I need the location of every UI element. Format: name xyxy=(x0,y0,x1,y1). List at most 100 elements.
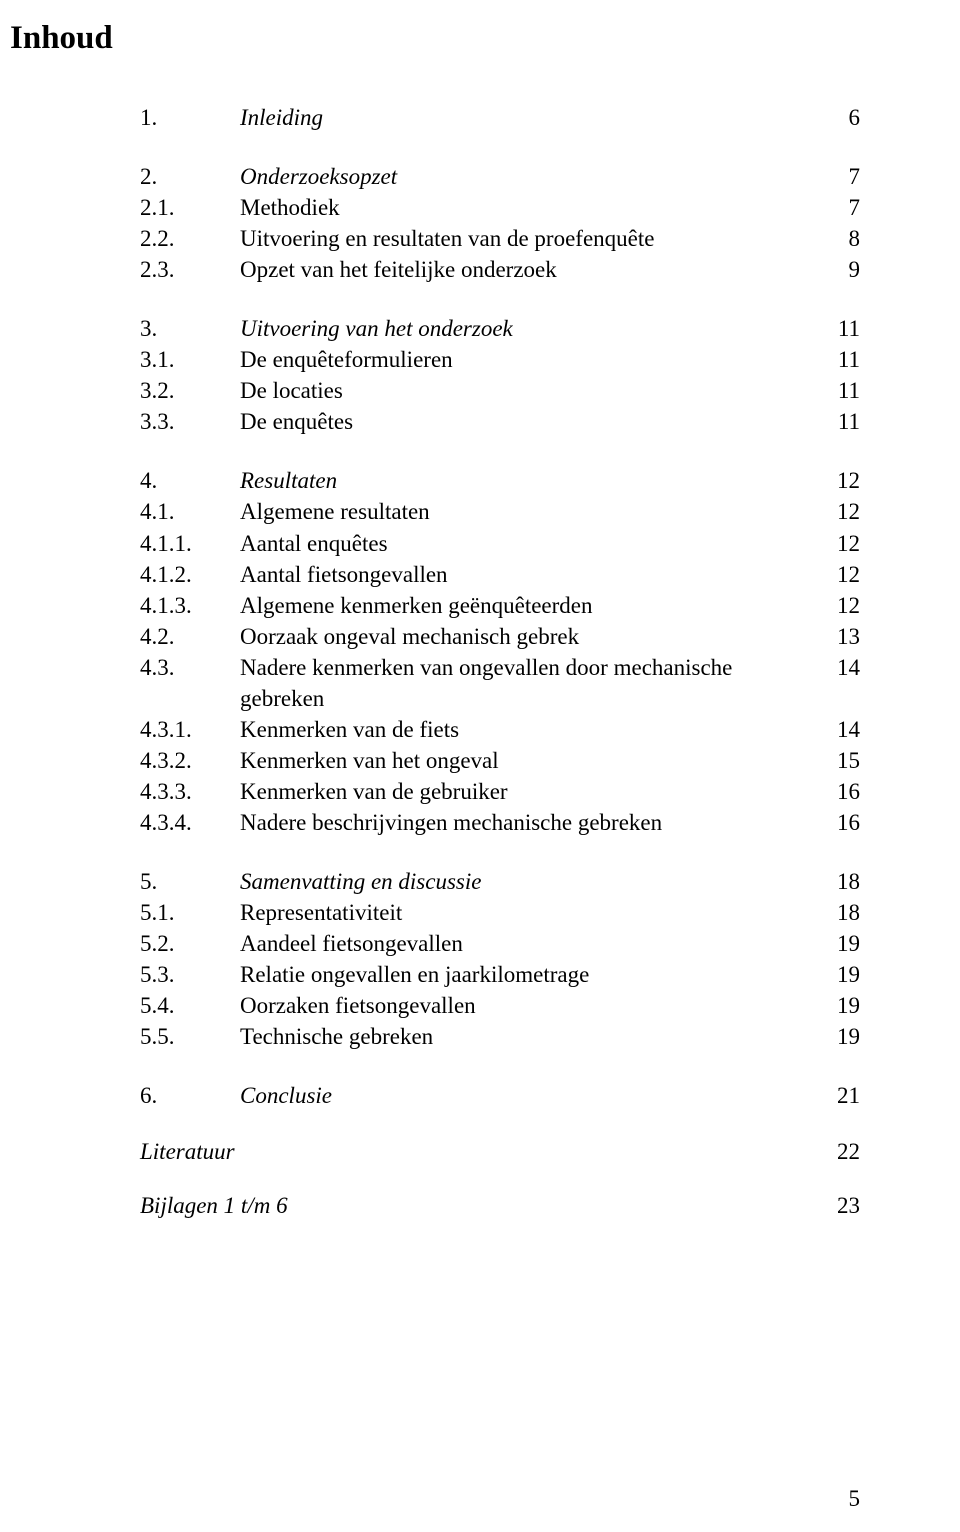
section-gap xyxy=(140,838,860,866)
toc-number: 6. xyxy=(140,1080,240,1111)
toc-row: 5.4.Oorzaken fietsongevallen19 xyxy=(140,990,860,1021)
toc-row: 3.3.De enquêtes11 xyxy=(140,406,860,437)
toc-row: 3.2.De locaties11 xyxy=(140,375,860,406)
toc-row: 5.1.Representativiteit18 xyxy=(140,897,860,928)
toc-page: 9 xyxy=(810,254,860,285)
toc-tail-row: Literatuur22 xyxy=(140,1139,860,1165)
toc-page: 11 xyxy=(810,313,860,344)
toc-page: 11 xyxy=(810,375,860,406)
toc-label: De enquêtes xyxy=(240,406,810,437)
toc-page: 19 xyxy=(810,990,860,1021)
toc-page: 16 xyxy=(810,776,860,807)
toc-page: 19 xyxy=(810,928,860,959)
toc-tail-label: Bijlagen 1 t/m 6 xyxy=(140,1193,810,1219)
toc-tail: Literatuur22 Bijlagen 1 t/m 623 xyxy=(10,1139,860,1247)
page-title: Inhoud xyxy=(10,20,860,57)
toc-tail-page: 22 xyxy=(810,1139,860,1165)
toc-label: Relatie ongevallen en jaarkilometrage xyxy=(240,959,810,990)
toc-label: Aantal fietsongevallen xyxy=(240,559,810,590)
toc-number: 5. xyxy=(140,866,240,897)
toc-number: 4.1. xyxy=(140,496,240,527)
toc-row: 4.1.3.Algemene kenmerken geënquêteerden1… xyxy=(140,590,860,621)
toc-page: 19 xyxy=(810,1021,860,1052)
toc-row: 5.5.Technische gebreken19 xyxy=(140,1021,860,1052)
section-gap xyxy=(10,1165,860,1193)
toc-label: Aandeel fietsongevallen xyxy=(240,928,810,959)
toc-number: 4.3.4. xyxy=(140,807,240,838)
toc-row: 2.1.Methodiek7 xyxy=(140,192,860,223)
toc-row: 4.1.2.Aantal fietsongevallen12 xyxy=(140,559,860,590)
toc-row: 5.Samenvatting en discussie18 xyxy=(140,866,860,897)
page-number: 5 xyxy=(849,1486,861,1512)
toc-number: 3. xyxy=(140,313,240,344)
section-gap xyxy=(140,1111,860,1139)
toc-page: 7 xyxy=(810,192,860,223)
toc-number: 4.3.2. xyxy=(140,745,240,776)
toc-page: 18 xyxy=(810,866,860,897)
toc-number: 2.2. xyxy=(140,223,240,254)
toc-label: Aantal enquêtes xyxy=(240,528,810,559)
toc-row: 4.3.1.Kenmerken van de fiets14 xyxy=(140,714,860,745)
toc-number: 4. xyxy=(140,465,240,496)
section-gap xyxy=(10,1219,860,1247)
toc-page: 19 xyxy=(810,959,860,990)
toc-page: 16 xyxy=(810,807,860,838)
toc-page: 12 xyxy=(810,465,860,496)
toc-row: 4.1.1.Aantal enquêtes12 xyxy=(140,528,860,559)
toc-number: 3.3. xyxy=(140,406,240,437)
toc-label: Nadere kenmerken van ongevallen door mec… xyxy=(240,652,810,714)
toc-number: 5.2. xyxy=(140,928,240,959)
toc-page: 14 xyxy=(810,652,860,683)
toc-page: 21 xyxy=(810,1080,860,1111)
toc-row: 3.Uitvoering van het onderzoek11 xyxy=(140,313,860,344)
toc-page: 18 xyxy=(810,897,860,928)
toc-label: Methodiek xyxy=(240,192,810,223)
toc-page: 14 xyxy=(810,714,860,745)
toc-label: Oorzaken fietsongevallen xyxy=(240,990,810,1021)
toc-number: 5.1. xyxy=(140,897,240,928)
toc-label: De locaties xyxy=(240,375,810,406)
toc-row: 2.Onderzoeksopzet7 xyxy=(140,161,860,192)
toc-label: Opzet van het feitelijke onderzoek xyxy=(240,254,810,285)
page: Inhoud 1.Inleiding62.Onderzoeksopzet72.1… xyxy=(0,0,960,1532)
toc-row: 4.3.Nadere kenmerken van ongevallen door… xyxy=(140,652,860,714)
toc-label: Resultaten xyxy=(240,465,810,496)
toc-label: Inleiding xyxy=(240,102,810,133)
toc-row: 2.3.Opzet van het feitelijke onderzoek9 xyxy=(140,254,860,285)
toc-label: Algemene resultaten xyxy=(240,496,810,527)
section-gap xyxy=(140,437,860,465)
toc-label: Nadere beschrijvingen mechanische gebrek… xyxy=(240,807,810,838)
toc-label: Uitvoering van het onderzoek xyxy=(240,313,810,344)
toc-page: 11 xyxy=(810,406,860,437)
toc-label: De enquêteformulieren xyxy=(240,344,810,375)
section-gap xyxy=(140,285,860,313)
toc-number: 2.1. xyxy=(140,192,240,223)
toc-number: 5.4. xyxy=(140,990,240,1021)
section-gap xyxy=(140,1052,860,1080)
toc-row: 5.2.Aandeel fietsongevallen19 xyxy=(140,928,860,959)
toc-number: 4.2. xyxy=(140,621,240,652)
toc-page: 12 xyxy=(810,496,860,527)
toc: 1.Inleiding62.Onderzoeksopzet72.1.Method… xyxy=(140,102,860,1139)
toc-row: 4.1.Algemene resultaten12 xyxy=(140,496,860,527)
toc-tail-page: 23 xyxy=(810,1193,860,1219)
toc-row: 4.2.Oorzaak ongeval mechanisch gebrek13 xyxy=(140,621,860,652)
toc-label: Kenmerken van de gebruiker xyxy=(240,776,810,807)
toc-row: 4.3.2.Kenmerken van het ongeval15 xyxy=(140,745,860,776)
toc-page: 13 xyxy=(810,621,860,652)
toc-page: 12 xyxy=(810,590,860,621)
toc-label: Technische gebreken xyxy=(240,1021,810,1052)
toc-label: Representativiteit xyxy=(240,897,810,928)
toc-number: 4.3.1. xyxy=(140,714,240,745)
toc-label: Onderzoeksopzet xyxy=(240,161,810,192)
toc-number: 2. xyxy=(140,161,240,192)
toc-tail-label: Literatuur xyxy=(140,1139,810,1165)
toc-number: 4.1.1. xyxy=(140,528,240,559)
toc-number: 3.2. xyxy=(140,375,240,406)
toc-number: 1. xyxy=(140,102,240,133)
section-gap xyxy=(140,133,860,161)
toc-page: 12 xyxy=(810,559,860,590)
toc-number: 4.3.3. xyxy=(140,776,240,807)
toc-page: 6 xyxy=(810,102,860,133)
toc-page: 12 xyxy=(810,528,860,559)
